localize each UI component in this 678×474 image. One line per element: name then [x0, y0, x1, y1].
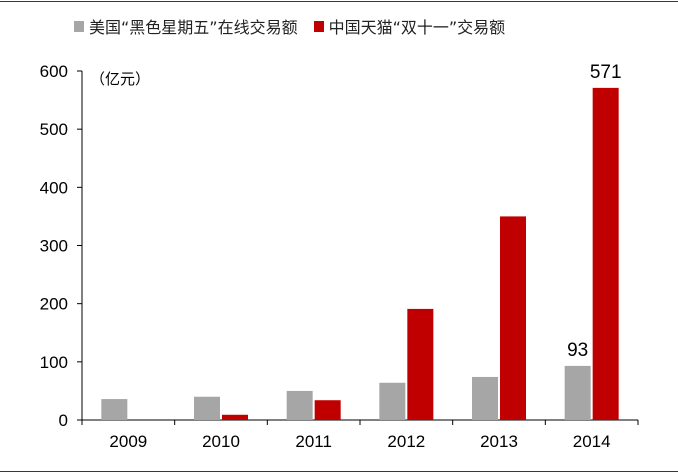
x-tick-label: 2011	[295, 432, 332, 451]
y-tick-label: 0	[59, 411, 68, 430]
data-label: 93	[567, 340, 588, 361]
x-tick-label: 2009	[109, 432, 147, 451]
bar-us-2012	[379, 382, 406, 420]
y-tick-label: 500	[40, 120, 68, 139]
x-tick-label: 2013	[480, 432, 518, 451]
bar-cn-2014	[592, 87, 619, 420]
chart-legend: 美国“黑色星期五”在线交易额 中国天猫“双十一”交易额	[74, 14, 521, 38]
legend-item-cn: 中国天猫“双十一”交易额	[313, 14, 506, 38]
plot-area: 0 100 200 300 400 500 600 2009 2010 2011 2012 2013 2…	[40, 62, 639, 451]
bar-us-2014	[564, 365, 591, 420]
legend-label-us: 美国“黑色星期五”在线交易额	[89, 18, 298, 37]
y-tick-label: 400	[40, 178, 68, 197]
y-tick-label: 300	[40, 237, 68, 256]
legend-item-us: 美国“黑色星期五”在线交易额	[74, 14, 298, 38]
y-tick-label: 100	[40, 353, 68, 372]
top-rule	[0, 1, 678, 2]
legend-swatch-us	[74, 20, 84, 32]
legend-swatch-cn	[313, 20, 324, 32]
data-label: 571	[590, 62, 622, 83]
y-tick-label: 200	[40, 295, 68, 314]
bar-us-2013	[472, 376, 498, 420]
bar-us-2011	[286, 390, 313, 420]
bar-us-2009	[101, 399, 128, 420]
bar-cn-2010	[222, 414, 248, 420]
legend-label-cn: 中国天猫“双十一”交易额	[328, 18, 506, 37]
unit-label: （亿元）	[90, 70, 150, 88]
bar-cn-2011	[314, 400, 341, 420]
bar-cn-2012	[407, 308, 434, 420]
x-tick-label: 2014	[573, 432, 611, 451]
x-tick-label: 2010	[202, 432, 240, 451]
bottom-rule	[0, 471, 678, 472]
y-tick-label: 600	[40, 62, 68, 81]
bar-us-2010	[194, 396, 220, 420]
x-tick-label: 2012	[387, 432, 425, 451]
bar-cn-2013	[500, 216, 526, 420]
